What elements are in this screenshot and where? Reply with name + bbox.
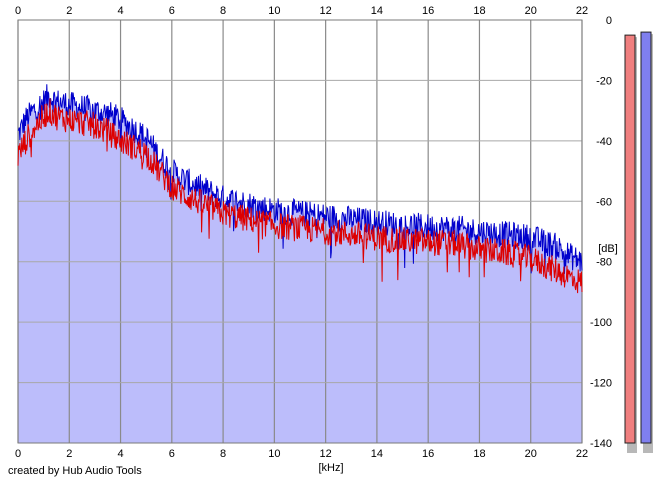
series-lines (17, 84, 583, 294)
x-tick-label-bottom: 12 (320, 448, 332, 460)
x-tick-label-top: 18 (473, 5, 485, 17)
level-meter-bar (640, 31, 652, 444)
y-tick-label: -60 (596, 196, 612, 208)
x-tick-label-bottom: 20 (525, 448, 537, 460)
credit-text: created by Hub Audio Tools (8, 465, 142, 477)
x-tick-label-top: 22 (576, 5, 588, 17)
x-tick-label-bottom: 16 (422, 448, 434, 460)
y-tick-label: -80 (596, 257, 612, 269)
x-tick-label-top: 6 (169, 5, 175, 17)
x-tick-label-bottom: 2 (66, 448, 72, 460)
series-line-blue (17, 84, 583, 274)
x-tick-label-bottom: 22 (576, 448, 588, 460)
x-tick-label-bottom: 0 (15, 448, 21, 460)
x-tick-label-top: 10 (268, 5, 280, 17)
y-tick-label: -20 (596, 75, 612, 87)
x-tick-label-bottom: 4 (117, 448, 123, 460)
level-meters (624, 31, 653, 453)
y-tick-label: -40 (596, 136, 612, 148)
x-tick-label-bottom: 6 (169, 448, 175, 460)
y-tick-label: 0 (606, 15, 612, 27)
plot-border (17, 19, 583, 444)
y-axis-ticks: 0 -20 -40 -60 -80 -100 -120 -140 (590, 15, 612, 450)
x-tick-label-top: 8 (220, 5, 226, 17)
x-tick-label-bottom: 14 (371, 448, 383, 460)
x-tick-label-top: 2 (66, 5, 72, 17)
y-axis-label: [dB] (598, 243, 618, 255)
x-tick-label-top: 14 (371, 5, 383, 17)
x-axis-label: [kHz] (318, 462, 343, 474)
series-line-red (17, 98, 583, 294)
x-axis-top-ticks: 0 2 4 6 8 10 12 14 16 18 20 22 (15, 5, 588, 17)
x-tick-label-bottom: 18 (473, 448, 485, 460)
x-tick-label-top: 12 (320, 5, 332, 17)
y-tick-label: -140 (590, 438, 612, 450)
x-tick-label-bottom: 10 (268, 448, 280, 460)
x-tick-label-top: 0 (15, 5, 21, 17)
x-tick-label-top: 16 (422, 5, 434, 17)
y-tick-label: -120 (590, 378, 612, 390)
x-axis-bottom-ticks: 0 2 4 6 8 10 12 14 16 18 20 22 (15, 448, 588, 460)
level-meter-bar (624, 34, 636, 444)
y-tick-label: -100 (590, 317, 612, 329)
x-tick-label-top: 20 (525, 5, 537, 17)
x-tick-label-top: 4 (117, 5, 123, 17)
x-tick-label-bottom: 8 (220, 448, 226, 460)
